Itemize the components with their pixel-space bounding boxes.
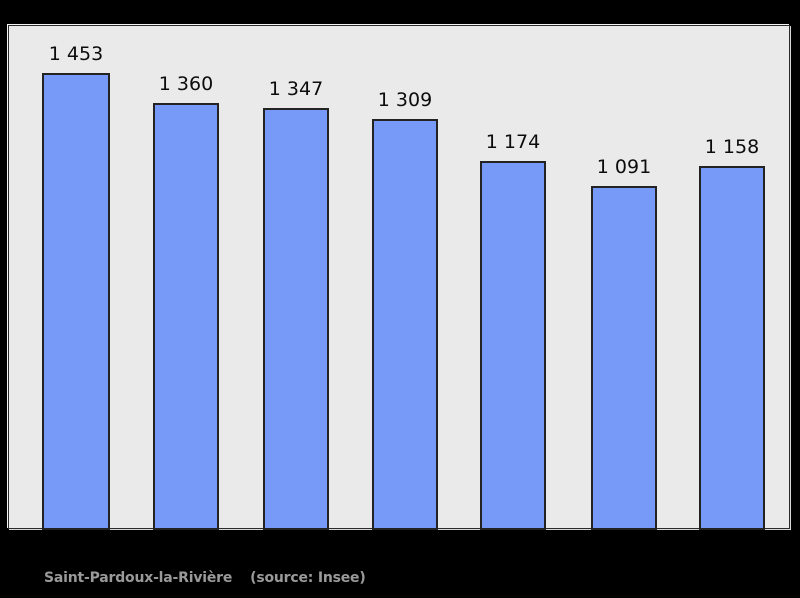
caption-place-name: Saint-Pardoux-la-Rivière [44,570,233,586]
bar [263,108,329,530]
bar-series: 1 453 1 360 1 347 1 309 1 174 1 091 1 158 [9,26,791,530]
bar-value-label: 1 091 [596,156,652,178]
bar-value-label: 1 158 [704,136,760,158]
bar [42,73,110,530]
bar-value-label: 1 174 [485,131,541,153]
bar-value-label: 1 360 [158,73,214,95]
caption-source: (source: Insee) [250,570,366,586]
bar-value-label: 1 309 [377,89,433,111]
bar [153,103,219,530]
bar [372,119,438,530]
chart-caption: Saint-Pardoux-la-Rivière (source: Insee) [44,570,366,586]
bar [591,186,657,530]
bar [699,166,765,530]
bar-value-label: 1 453 [48,43,104,65]
bar [480,161,546,530]
bar-value-label: 1 347 [268,78,324,100]
plot-area: 1 453 1 360 1 347 1 309 1 174 1 091 1 158 [8,25,791,530]
